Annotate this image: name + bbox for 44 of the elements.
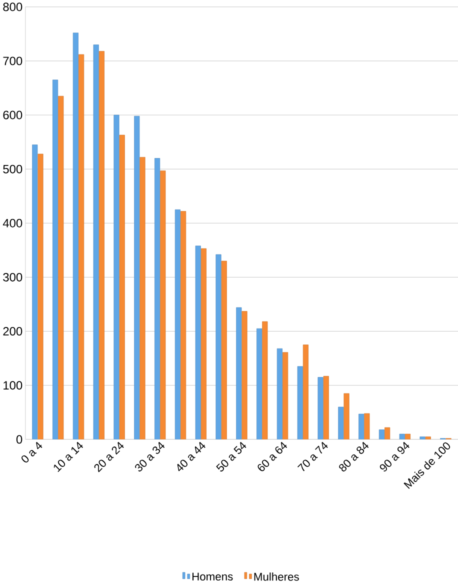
x-tick-label: 0 a 4 <box>21 442 42 462</box>
x-tick-label: 70 a 74 <box>297 442 328 472</box>
x-tick-label: 80 a 84 <box>339 442 369 472</box>
y-tick-label: 100 <box>4 381 22 390</box>
bar <box>119 134 125 440</box>
x-tick-label: 20 a 24 <box>94 442 124 472</box>
y-tick-label: 600 <box>3 110 22 120</box>
y-tick-label: 700 <box>3 56 22 66</box>
bar <box>323 376 329 440</box>
y-tick-label: 300 <box>3 272 22 282</box>
bar <box>344 393 350 440</box>
bar <box>216 254 222 440</box>
legend-label: Mulheres <box>254 572 299 581</box>
x-tick-label: 30 a 34 <box>134 442 165 472</box>
bar <box>318 377 324 440</box>
bar <box>38 154 44 440</box>
bar <box>98 51 104 440</box>
bar <box>262 321 268 440</box>
x-tick-label: 60 a 64 <box>258 442 287 472</box>
bar <box>282 352 288 440</box>
bar <box>364 413 370 440</box>
y-tick-label: 400 <box>2 218 22 228</box>
bar <box>140 157 146 440</box>
x-tick-label: 10 a 14 <box>54 442 83 472</box>
bar <box>78 54 84 440</box>
bar <box>425 436 431 440</box>
y-tick-label: 500 <box>3 164 22 174</box>
y-tick-label: 800 <box>3 2 22 12</box>
bar <box>384 427 390 440</box>
x-tick-label: 50 a 54 <box>216 442 246 472</box>
y-tick-label: 200 <box>3 327 22 336</box>
bar <box>180 211 186 440</box>
bar <box>160 170 166 440</box>
bar <box>58 96 64 440</box>
x-tick-label: 90 a 94 <box>380 442 410 472</box>
bar <box>221 260 227 440</box>
bar <box>404 434 410 440</box>
legend-label: Homens <box>192 572 233 581</box>
y-tick-label: 0 <box>16 435 22 444</box>
bar <box>200 248 206 440</box>
bar <box>242 311 248 440</box>
x-tick-label: 40 a 44 <box>177 442 206 472</box>
bar <box>302 344 308 440</box>
bar <box>114 114 120 440</box>
